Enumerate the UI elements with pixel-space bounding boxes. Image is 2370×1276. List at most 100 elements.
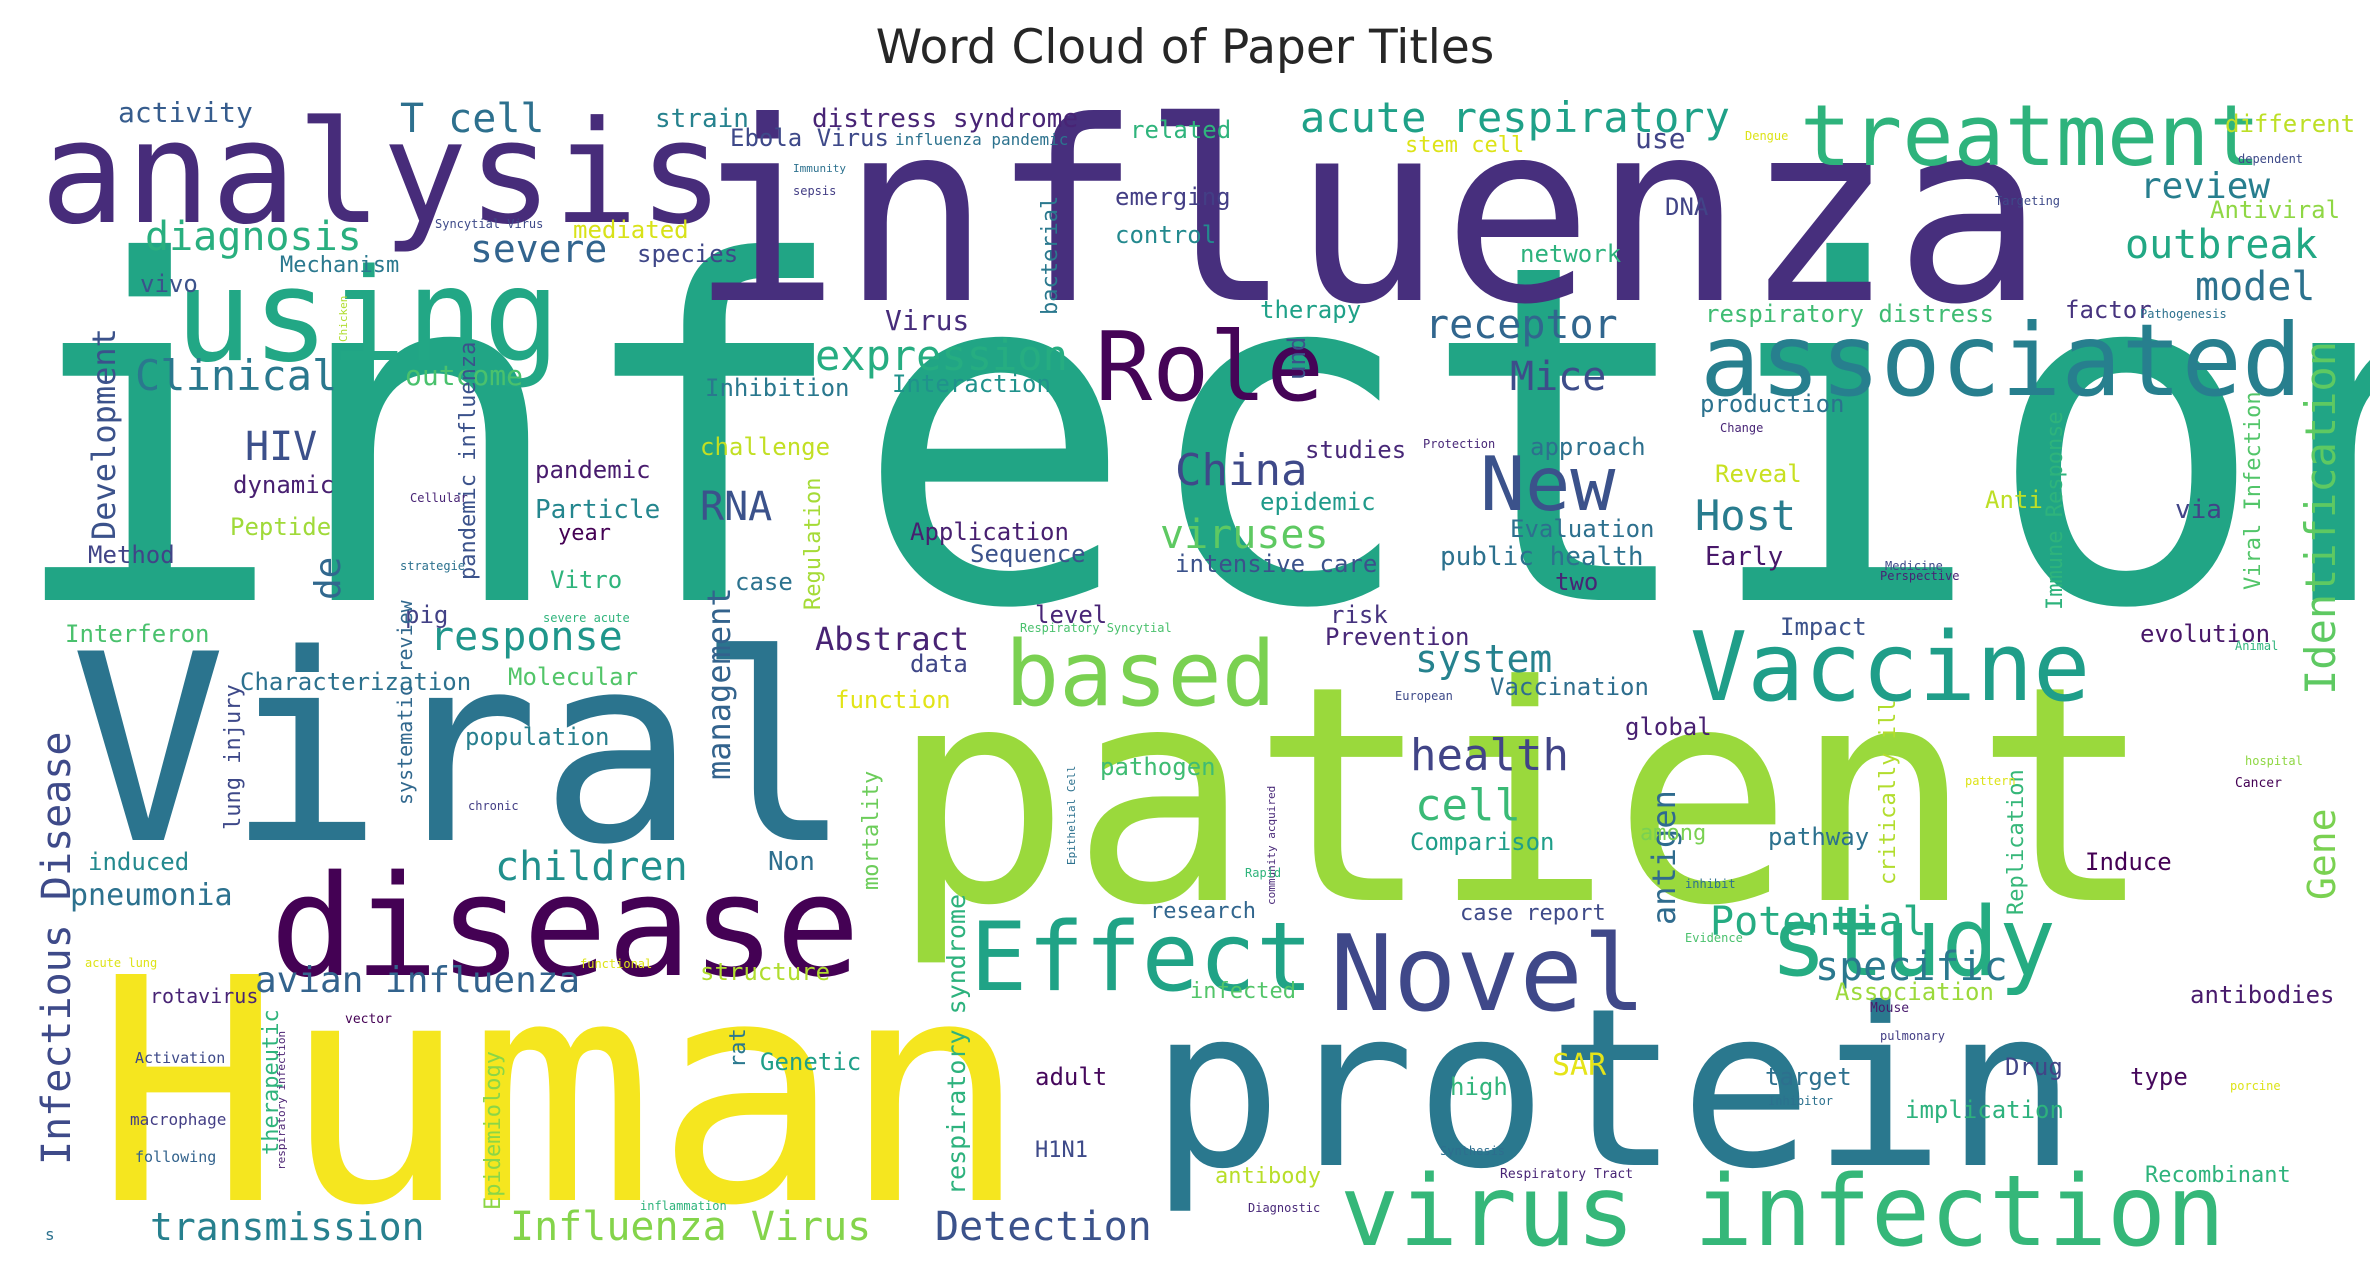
word-cell: cell — [1415, 780, 1521, 831]
word-model: model — [2195, 264, 2315, 310]
word-molecular: Molecular — [508, 663, 638, 691]
word-pathogen: pathogen — [1100, 753, 1216, 781]
word-role: Role — [1095, 313, 1324, 423]
word-pandemic-influenza: pandemic influenza — [456, 342, 481, 580]
word-cellular: Cellular — [410, 491, 468, 505]
word-treatment: treatment — [1800, 87, 2261, 186]
word-dna: DNA — [1665, 193, 1709, 221]
word-vector: vector — [345, 1012, 392, 1027]
word-rotavirus: rotavirus — [150, 984, 258, 1008]
word-gene: Gene — [2300, 808, 2344, 900]
word-s: s — [45, 1225, 55, 1244]
word-bacterial: bacterial — [1038, 196, 1063, 315]
word-inhibit: inhibit — [1685, 877, 1736, 891]
word-structure: structure — [700, 958, 830, 986]
word-perspective: Perspective — [1880, 569, 1959, 583]
word-induce: Induce — [2085, 848, 2172, 876]
word-virus: Virus — [885, 304, 969, 337]
word-influenza-virus: Influenza Virus — [510, 1204, 871, 1250]
word-inflammation: inflammation — [640, 1199, 727, 1213]
word-sequence: Sequence — [970, 540, 1086, 568]
word-network: network — [1520, 240, 1622, 268]
word-production: production — [1700, 390, 1845, 418]
word-rapid: Rapid — [1245, 866, 1281, 880]
word-related: related — [1130, 116, 1231, 144]
word-mouse: Mouse — [1870, 1001, 1909, 1016]
word-host: Host — [1695, 491, 1796, 540]
word-community-acquired: community acquired — [1265, 786, 1278, 905]
word-mortality: mortality — [859, 771, 884, 890]
word-systematic-review: systematic review — [393, 599, 417, 805]
word-among: among — [1640, 821, 1706, 846]
word-syncytial-virus: Syncytial Virus — [435, 217, 543, 231]
word-lung-injury: lung injury — [221, 684, 246, 830]
word-approach: approach — [1530, 433, 1646, 461]
word-functional: functional — [580, 957, 652, 971]
word-severe-acute: severe acute — [543, 611, 630, 625]
word-pig: pig — [405, 601, 448, 629]
word-two: two — [1555, 568, 1598, 596]
word-medicine: Medicine — [1885, 559, 1943, 573]
word-identification: Identification — [2296, 341, 2345, 695]
word-data: data — [910, 650, 968, 678]
word-type: type — [2130, 1063, 2188, 1091]
word-evidence: Evidence — [1685, 931, 1743, 945]
word-pathogenesis: Pathogenesis — [2140, 307, 2227, 321]
word-management: management — [700, 587, 738, 780]
word-activation: Activation — [135, 1049, 225, 1067]
word-level: level — [1035, 601, 1107, 629]
word-non: Non — [768, 847, 815, 877]
word-chicken: Chicken — [337, 296, 350, 342]
word-und: und — [1283, 337, 1311, 380]
word-particle: Particle — [535, 495, 660, 525]
word-method: Method — [88, 541, 175, 569]
word-severe: severe — [470, 227, 607, 271]
word-implication: implication — [1905, 1096, 2064, 1124]
word-respiratory-syndrome: respiratory syndrome — [942, 894, 971, 1195]
word-animal: Animal — [2235, 639, 2278, 653]
word-viruses: viruses — [1160, 512, 1329, 558]
word-epithelial-cell: Epithelial Cell — [1065, 766, 1078, 865]
word-case-report: case report — [1460, 901, 1606, 926]
word-strategie: strategie — [400, 559, 465, 573]
word-drug: Drug — [2005, 1053, 2063, 1081]
word-novel: Novel — [1330, 913, 1646, 1035]
word-pattern: pattern — [1965, 774, 2016, 788]
word-development: Development — [85, 328, 123, 540]
word-regulation: Regulation — [801, 478, 826, 610]
word-function: function — [835, 686, 951, 714]
word-anti: Anti — [1985, 486, 2043, 514]
word-hospital: hospital — [2245, 754, 2303, 768]
word-use: use — [1635, 122, 1686, 155]
figure-title: Word Cloud of Paper Titles — [875, 20, 1495, 75]
word-patient: patient — [890, 622, 2154, 971]
word-influenza-pandemic: influenza pandemic — [895, 130, 1068, 149]
word-risk: risk — [1330, 601, 1388, 629]
word-therapy: therapy — [1260, 296, 1361, 324]
word-via: via — [2175, 495, 2222, 525]
word-immunity: Immunity — [793, 162, 846, 175]
word-vivo: vivo — [140, 270, 198, 298]
word-mechanism: Mechanism — [280, 253, 399, 278]
word-antibodies: antibodies — [2190, 981, 2335, 1009]
word-pulmonary: pulmonary — [1880, 1029, 1945, 1043]
word-reveal: Reveal — [1715, 460, 1802, 488]
word-detection: Detection — [935, 1204, 1152, 1250]
word-infected: infected — [1190, 979, 1296, 1004]
word-sepsis: sepsis — [793, 184, 836, 198]
word-abstract: Abstract — [815, 620, 969, 658]
word-transmission: transmission — [150, 1205, 425, 1249]
word-human: Human — [95, 913, 1028, 1274]
word-effect: Effect — [970, 903, 1313, 1013]
word-dependent: dependent — [2238, 152, 2303, 166]
word-antiviral: Antiviral — [2210, 196, 2340, 224]
word-case: case — [735, 568, 793, 596]
word-pneumonia: pneumonia — [70, 878, 233, 913]
word-specific: specific — [1815, 944, 2008, 990]
word-macrophage: macrophage — [130, 1110, 226, 1129]
word-virus-infection: virus infection — [1340, 1155, 2225, 1269]
word-stem-cell: stem cell — [1405, 133, 1524, 158]
word-diagnosis: diagnosis — [145, 214, 362, 260]
